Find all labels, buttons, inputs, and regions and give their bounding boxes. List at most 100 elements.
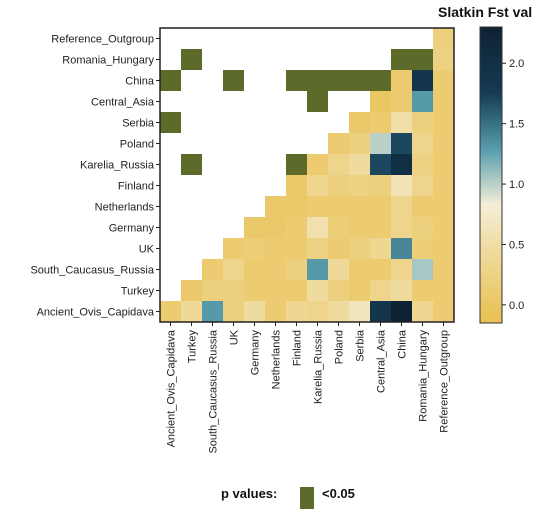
fst-cell [265, 301, 286, 322]
fst-cell [181, 301, 202, 322]
significant-cell [349, 70, 370, 91]
fst-cell [412, 175, 433, 196]
row-label: Netherlands [95, 202, 155, 214]
legend-swatch [300, 487, 314, 509]
row-label: UK [139, 244, 155, 256]
fst-cell [391, 70, 412, 91]
fst-cell [433, 259, 454, 280]
fst-cell [307, 301, 328, 322]
column-label: Turkey [187, 330, 199, 364]
fst-cell [412, 301, 433, 322]
fst-cell [391, 238, 412, 259]
fst-cell [286, 301, 307, 322]
colorbar-tick-label: 2.0 [509, 58, 524, 70]
fst-cell [370, 217, 391, 238]
row-label: Reference_Outgroup [51, 34, 154, 46]
column-label: Finland [292, 330, 304, 366]
row-label: China [125, 76, 155, 88]
fst-cell [328, 217, 349, 238]
significant-cell [412, 49, 433, 70]
column-label: Poland [334, 330, 346, 364]
significant-cell [307, 91, 328, 112]
fst-cell [370, 259, 391, 280]
column-label: UK [229, 329, 241, 345]
fst-cell [286, 217, 307, 238]
fst-cell [391, 91, 412, 112]
fst-cell [202, 259, 223, 280]
fst-cell [244, 259, 265, 280]
fst-cell [328, 175, 349, 196]
row-label: Poland [120, 139, 154, 151]
colorbar-ticks: 0.0 0.5 1.0 1.5 2.0 [502, 58, 524, 312]
row-label: Romania_Hungary [62, 55, 154, 67]
significant-cell [160, 70, 181, 91]
fst-cell [328, 280, 349, 301]
fst-cell [349, 238, 370, 259]
fst-cell [391, 112, 412, 133]
fst-cell [412, 259, 433, 280]
row-label: Central_Asia [91, 97, 155, 109]
fst-cell [370, 133, 391, 154]
colorbar-tick-label: 0.0 [509, 300, 524, 312]
fst-cell [328, 301, 349, 322]
fst-cell [412, 217, 433, 238]
heatmap-cells [160, 28, 454, 322]
column-label: Serbia [355, 329, 367, 362]
fst-cell [433, 112, 454, 133]
fst-cell [328, 259, 349, 280]
fst-cell [307, 154, 328, 175]
fst-cell [223, 238, 244, 259]
fst-cell [412, 112, 433, 133]
fst-cell [349, 196, 370, 217]
fst-cell [433, 49, 454, 70]
significant-cell [181, 154, 202, 175]
fst-cell [328, 196, 349, 217]
significant-cell [181, 49, 202, 70]
fst-cell [307, 175, 328, 196]
legend-label: <0.05 [322, 486, 355, 501]
fst-cell [349, 154, 370, 175]
fst-cell [412, 70, 433, 91]
fst-cell [349, 175, 370, 196]
fst-cell [412, 196, 433, 217]
row-label: Karelia_Russia [80, 160, 155, 172]
fst-cell [244, 238, 265, 259]
fst-cell [433, 70, 454, 91]
fst-cell [391, 175, 412, 196]
column-label: Central_Asia [376, 329, 388, 393]
fst-cell [391, 217, 412, 238]
column-label: South_Caucasus_Russia [208, 329, 220, 453]
column-label: Ancient_Ovis_Capidava [166, 329, 178, 447]
fst-cell [265, 259, 286, 280]
fst-cell [391, 301, 412, 322]
fst-cell [286, 196, 307, 217]
colorbar-tick-label: 1.5 [509, 119, 524, 131]
fst-cell [265, 196, 286, 217]
significant-cell [307, 70, 328, 91]
plot-border [159, 27, 455, 323]
row-labels: Reference_Outgroup Romania_Hungary China Ce… [30, 34, 160, 319]
fst-cell [349, 259, 370, 280]
fst-cell [391, 154, 412, 175]
fst-cell [181, 280, 202, 301]
row-label: Serbia [122, 118, 155, 130]
fst-cell [349, 112, 370, 133]
fst-cell [412, 154, 433, 175]
column-label: Netherlands [271, 330, 283, 390]
fst-cell [391, 280, 412, 301]
significant-cell [160, 112, 181, 133]
fst-cell [433, 238, 454, 259]
fst-cell [286, 259, 307, 280]
fst-cell [433, 175, 454, 196]
row-label: Ancient_Ovis_Capidava [37, 307, 155, 319]
fst-cell [349, 280, 370, 301]
column-label: Romania_Hungary [418, 330, 430, 422]
fst-cell [370, 175, 391, 196]
fst-cell [223, 280, 244, 301]
fst-cell [328, 154, 349, 175]
fst-cell [433, 280, 454, 301]
colorbar [479, 26, 503, 324]
fst-cell [370, 280, 391, 301]
fst-cell [370, 112, 391, 133]
fst-cell [391, 196, 412, 217]
